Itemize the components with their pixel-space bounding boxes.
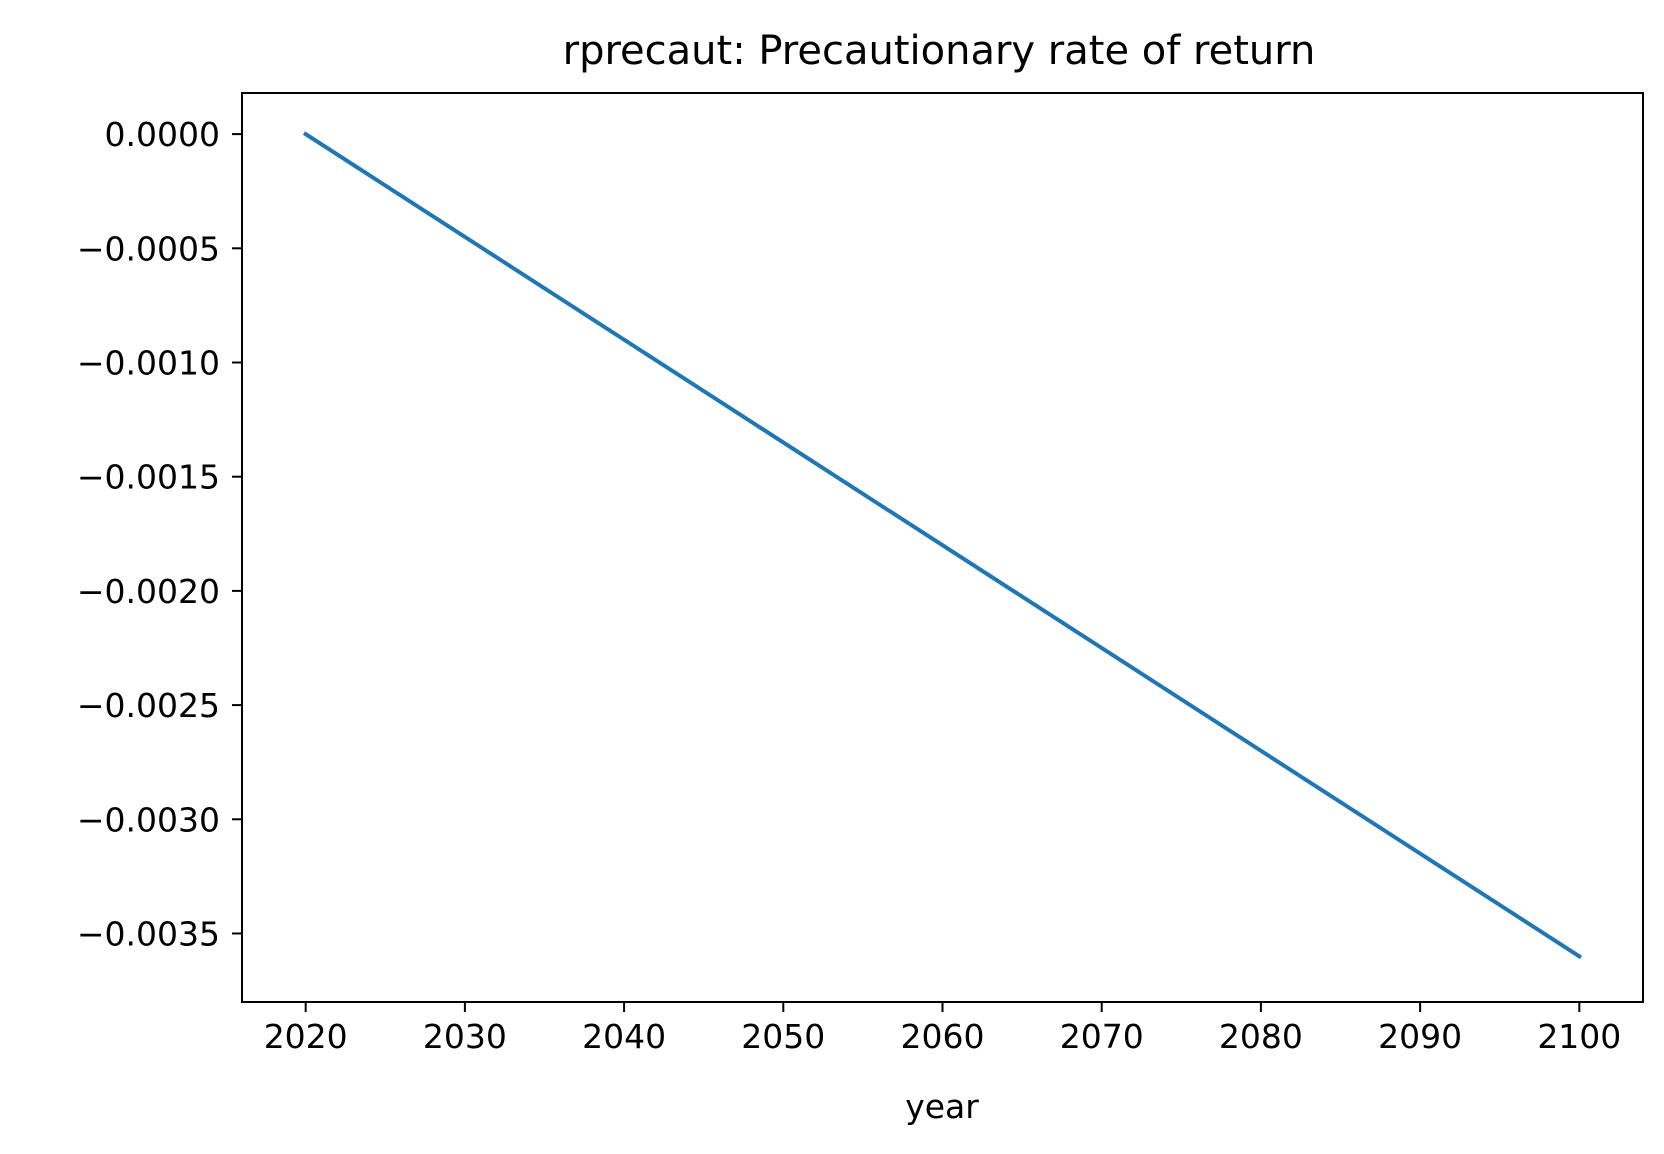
y-axis-ticks: 0.0000 −0.0005 −0.0010 −0.0015 −0.0020 −0.002… bbox=[77, 115, 242, 953]
y-tick-label: −0.0035 bbox=[77, 914, 220, 953]
y-tick-label: 0.0000 bbox=[105, 115, 220, 154]
x-tick-label: 2030 bbox=[423, 1017, 507, 1056]
series-line bbox=[302, 131, 1583, 960]
x-tick-label: 2020 bbox=[264, 1017, 348, 1056]
x-tick-label: 2040 bbox=[582, 1017, 666, 1056]
series-layer bbox=[302, 131, 1583, 960]
y-tick-label: −0.0020 bbox=[77, 572, 220, 611]
x-tick-label: 2100 bbox=[1537, 1017, 1621, 1056]
y-tick-label: −0.0025 bbox=[77, 686, 220, 725]
y-tick-label: −0.0015 bbox=[77, 458, 220, 497]
chart-title: rprecaut: Precautionary rate of return bbox=[563, 28, 1316, 74]
x-tick-label: 2050 bbox=[741, 1017, 825, 1056]
x-tick-label: 2060 bbox=[901, 1017, 985, 1056]
y-tick-label: −0.0005 bbox=[77, 229, 220, 268]
y-tick-label: −0.0030 bbox=[77, 800, 220, 839]
y-tick-label: −0.0010 bbox=[77, 344, 220, 383]
x-tick-label: 2070 bbox=[1060, 1017, 1144, 1056]
x-tick-label: 2080 bbox=[1219, 1017, 1303, 1056]
x-tick-label: 2090 bbox=[1378, 1017, 1462, 1056]
x-axis-ticks: 2020 2030 2040 2050 2060 2070 2080 2090 2100 bbox=[264, 1002, 1621, 1056]
x-axis-label: year bbox=[905, 1087, 979, 1126]
